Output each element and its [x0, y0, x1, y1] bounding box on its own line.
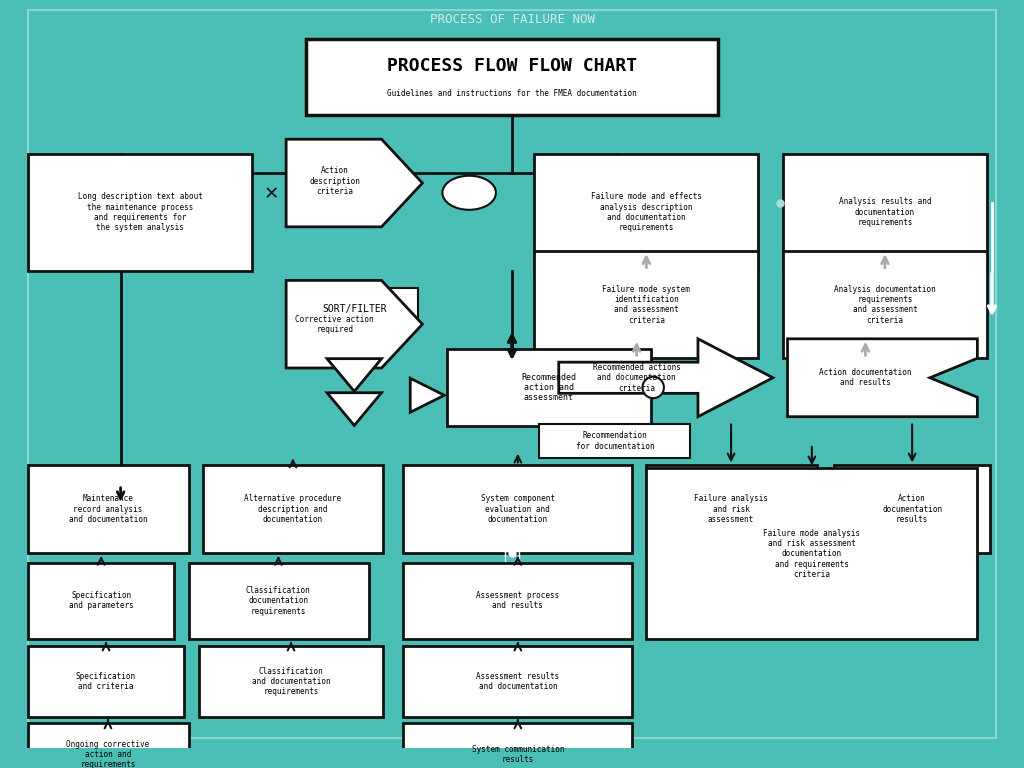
FancyBboxPatch shape — [646, 465, 817, 553]
Text: Specification
and criteria: Specification and criteria — [76, 672, 136, 691]
Text: PROCESS OF FAILURE NOW: PROCESS OF FAILURE NOW — [429, 13, 595, 26]
Text: Specification
and parameters: Specification and parameters — [69, 591, 133, 611]
Text: Failure mode system
identification
and assessment
criteria: Failure mode system identification and a… — [602, 285, 690, 325]
FancyBboxPatch shape — [646, 468, 977, 639]
FancyBboxPatch shape — [291, 288, 418, 329]
FancyBboxPatch shape — [188, 563, 369, 639]
FancyBboxPatch shape — [28, 563, 174, 639]
FancyBboxPatch shape — [403, 647, 632, 717]
FancyBboxPatch shape — [403, 723, 632, 768]
Text: Failure mode analysis
and risk assessment
documentation
and requirements
criteri: Failure mode analysis and risk assessmen… — [763, 528, 860, 579]
Ellipse shape — [442, 176, 496, 210]
Text: Long description text about
the maintenance process
and requirements for
the sys: Long description text about the maintena… — [78, 192, 203, 233]
FancyBboxPatch shape — [28, 723, 188, 768]
Text: PROCESS FLOW FLOW CHART: PROCESS FLOW FLOW CHART — [387, 57, 637, 74]
Text: Recommendation
for documentation: Recommendation for documentation — [575, 432, 654, 451]
Text: Analysis results and
documentation
requirements: Analysis results and documentation requi… — [839, 197, 931, 227]
FancyBboxPatch shape — [28, 465, 188, 553]
Text: Failure mode and effects
analysis description
and documentation
requirements: Failure mode and effects analysis descri… — [591, 192, 701, 233]
Text: Recommended actions
and documentation
criteria: Recommended actions and documentation cr… — [593, 362, 681, 392]
Text: Maintenance
record analysis
and documentation: Maintenance record analysis and document… — [69, 495, 147, 524]
Text: Ongoing corrective
action and
requirements: Ongoing corrective action and requiremen… — [67, 740, 150, 768]
Text: System communication
results: System communication results — [472, 745, 564, 764]
FancyBboxPatch shape — [199, 647, 383, 717]
Text: Classification
documentation
requirements: Classification documentation requirement… — [246, 586, 310, 616]
FancyBboxPatch shape — [28, 647, 184, 717]
Polygon shape — [286, 280, 423, 368]
Text: Action
documentation
results: Action documentation results — [882, 495, 942, 524]
FancyBboxPatch shape — [535, 251, 759, 359]
Text: Action documentation
and results: Action documentation and results — [819, 368, 911, 387]
Text: Action
description
criteria: Action description criteria — [309, 166, 360, 196]
FancyBboxPatch shape — [403, 563, 632, 639]
Polygon shape — [327, 392, 382, 425]
FancyBboxPatch shape — [305, 39, 719, 115]
Polygon shape — [787, 339, 977, 417]
FancyBboxPatch shape — [540, 423, 690, 458]
Text: System component
evaluation and
documentation: System component evaluation and document… — [481, 495, 555, 524]
Polygon shape — [559, 339, 773, 417]
FancyBboxPatch shape — [782, 154, 987, 270]
Text: Analysis documentation
requirements
and assessment
criteria: Analysis documentation requirements and … — [834, 285, 936, 325]
Circle shape — [642, 377, 664, 398]
Text: ✕: ✕ — [265, 183, 279, 203]
Polygon shape — [286, 139, 423, 227]
Text: Guidelines and instructions for the FMEA documentation: Guidelines and instructions for the FMEA… — [387, 89, 637, 98]
Text: Assessment results
and documentation: Assessment results and documentation — [476, 672, 559, 691]
Polygon shape — [327, 359, 382, 392]
FancyBboxPatch shape — [403, 465, 632, 553]
FancyBboxPatch shape — [535, 154, 759, 270]
Text: Alternative procedure
description and
documentation: Alternative procedure description and do… — [245, 495, 342, 524]
FancyBboxPatch shape — [204, 465, 383, 553]
Text: Assessment process
and results: Assessment process and results — [476, 591, 559, 611]
FancyBboxPatch shape — [782, 251, 987, 359]
FancyBboxPatch shape — [835, 465, 990, 553]
Text: Recommended
action and
assessment: Recommended action and assessment — [521, 372, 577, 402]
FancyBboxPatch shape — [446, 349, 651, 426]
Text: Corrective action
required: Corrective action required — [296, 315, 374, 334]
Text: Classification
and documentation
requirements: Classification and documentation require… — [252, 667, 331, 697]
FancyBboxPatch shape — [28, 154, 252, 270]
Polygon shape — [411, 378, 444, 412]
Text: SORT/FILTER: SORT/FILTER — [322, 303, 387, 313]
Text: Failure analysis
and risk
assessment: Failure analysis and risk assessment — [694, 495, 768, 524]
